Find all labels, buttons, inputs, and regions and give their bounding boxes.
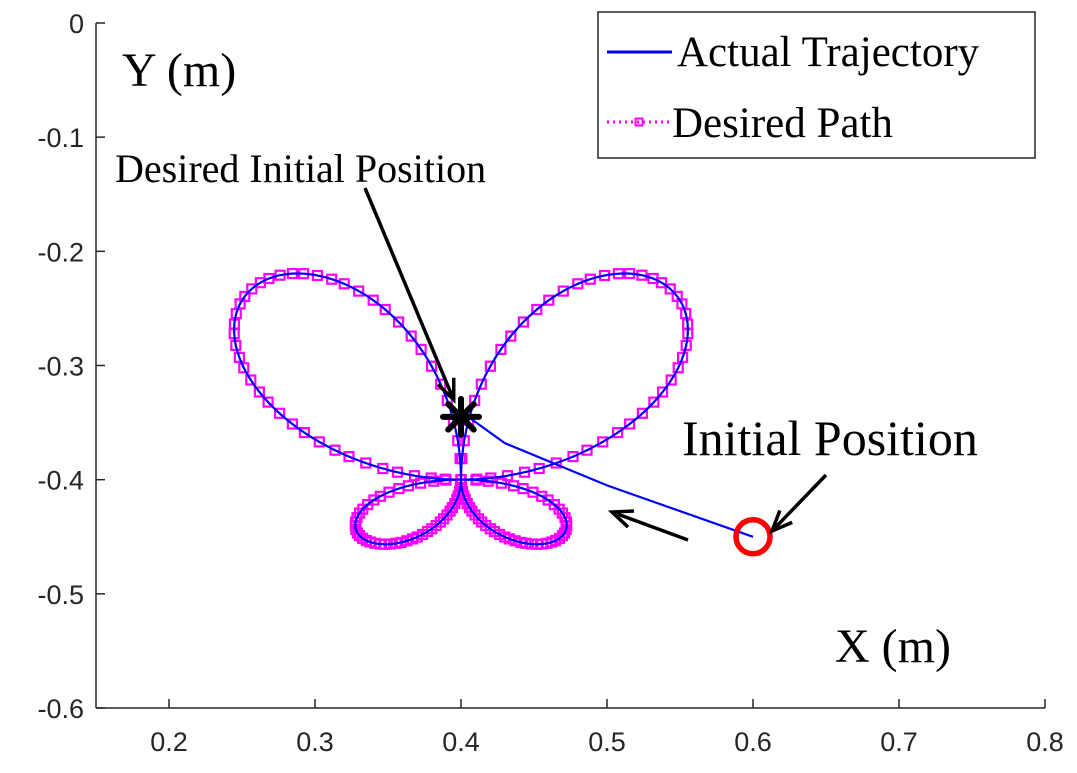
desired-path-marker	[533, 462, 545, 475]
x-tick-label: 0.8	[1026, 727, 1064, 757]
desired-path-marker	[472, 513, 484, 525]
desired-path-marker	[597, 436, 609, 448]
desired-path-marker	[405, 330, 417, 342]
x-tick-label: 0.7	[880, 727, 918, 757]
x-tick-label: 0.5	[588, 727, 626, 757]
desired-initial-position-marker	[445, 401, 477, 433]
desired-path-marker	[367, 294, 379, 306]
y-tick-label: -0.5	[37, 580, 84, 610]
x-tick-label: 0.2	[150, 727, 188, 757]
desired-path-marker	[353, 285, 365, 297]
desired-path-marker	[245, 374, 257, 386]
desired-path-marker	[338, 278, 350, 290]
desired-path-marker	[238, 362, 250, 374]
desired-path-marker	[623, 418, 636, 430]
desired-path-marker	[329, 444, 341, 456]
desired-path-marker	[393, 316, 405, 328]
annotation-desired-initial-position: Desired Initial Position	[115, 146, 486, 191]
desired-path-marker	[415, 343, 427, 355]
x-tick-label: 0.6	[734, 727, 772, 757]
desired-path-marker	[286, 418, 298, 430]
desired-path-marker	[484, 360, 496, 372]
actual-trajectory-layer	[233, 272, 754, 546]
arrow-direction-head	[607, 509, 635, 529]
legend-actual-label: Actual Trajectory	[677, 29, 980, 76]
desired-path-marker	[647, 272, 659, 285]
desired-path-marker	[543, 294, 555, 306]
desired-path-marker	[572, 278, 584, 290]
desired-path-marker	[671, 290, 683, 302]
desired-path-marker	[676, 351, 689, 363]
desired-path-marker	[567, 451, 579, 463]
desired-path-marker	[379, 303, 391, 316]
x-axis-label: X (m)	[835, 620, 951, 673]
desired-path-marker	[360, 457, 372, 469]
desired-path-marker	[557, 285, 569, 297]
y-tick-label: -0.6	[37, 694, 84, 724]
y-tick-label: -0.4	[37, 466, 84, 496]
x-tick-label: 0.3	[296, 727, 334, 757]
desired-path-marker	[426, 360, 438, 372]
desired-path-marker	[343, 451, 355, 463]
desired-path-marker	[377, 462, 389, 475]
arrow-desired-initial-position-shaft	[363, 187, 456, 401]
desired-path-marker	[672, 362, 684, 374]
desired-path-marker	[648, 396, 660, 408]
legend: Actual Trajectory Desired Path	[597, 11, 1036, 159]
arrow-direction-shaft	[611, 510, 689, 542]
desired-path-marker	[401, 535, 413, 547]
desired-path-marker	[505, 330, 517, 342]
arrow-desired-initial-position-head	[436, 377, 456, 404]
desired-path-marker	[274, 407, 286, 419]
desired-path-marker	[233, 351, 245, 363]
desired-path-marker	[664, 283, 676, 295]
desired-path-marker	[313, 436, 325, 448]
y-tick-label: 0	[69, 9, 84, 39]
annotation-arrows	[363, 187, 828, 542]
desired-path-marker	[611, 427, 624, 439]
arrow-initial-position-head	[768, 509, 793, 535]
axes: 0.2 0.3 0.4 0.5 0.6 0.7 0.8 0 -0.1 -0.2 -0.3 -0.4 -0…	[37, 9, 1063, 757]
desired-path-marker	[253, 386, 265, 398]
desired-path-marker	[262, 396, 274, 408]
desired-path-marker	[581, 444, 593, 456]
desired-path-marker	[254, 277, 266, 289]
desired-path-marker	[665, 374, 677, 386]
desired-path-marker	[298, 427, 310, 439]
initial-position-marker	[733, 517, 773, 557]
desired-path-marker	[495, 343, 507, 355]
y-axis-label: Y (m)	[122, 44, 236, 97]
legend-box	[597, 11, 1036, 159]
desired-path-marker	[656, 386, 669, 398]
y-tick-label: -0.3	[37, 352, 84, 382]
desired-path-marker	[246, 283, 258, 295]
desired-path-marker	[509, 535, 521, 547]
desired-path-marker	[636, 407, 649, 419]
arrow-initial-position-shaft	[770, 473, 828, 533]
desired-path-marker	[475, 378, 487, 390]
actual-approach-line	[467, 416, 754, 538]
desired-path-marker	[326, 273, 338, 285]
x-tick-label: 0.4	[442, 727, 480, 757]
legend-desired-marker	[634, 117, 644, 127]
y-tick-label: -0.2	[37, 237, 84, 267]
annotation-initial-position: Initial Position	[682, 410, 978, 466]
desired-path-marker	[531, 303, 543, 316]
desired-path-marker	[517, 316, 530, 328]
actual-trajectory-line	[233, 272, 689, 546]
desired-path-marker	[584, 273, 596, 285]
point-markers-layer	[440, 395, 773, 557]
legend-desired-label: Desired Path	[672, 100, 893, 147]
y-tick-label: -0.1	[37, 123, 84, 153]
desired-path-marker	[434, 516, 446, 528]
